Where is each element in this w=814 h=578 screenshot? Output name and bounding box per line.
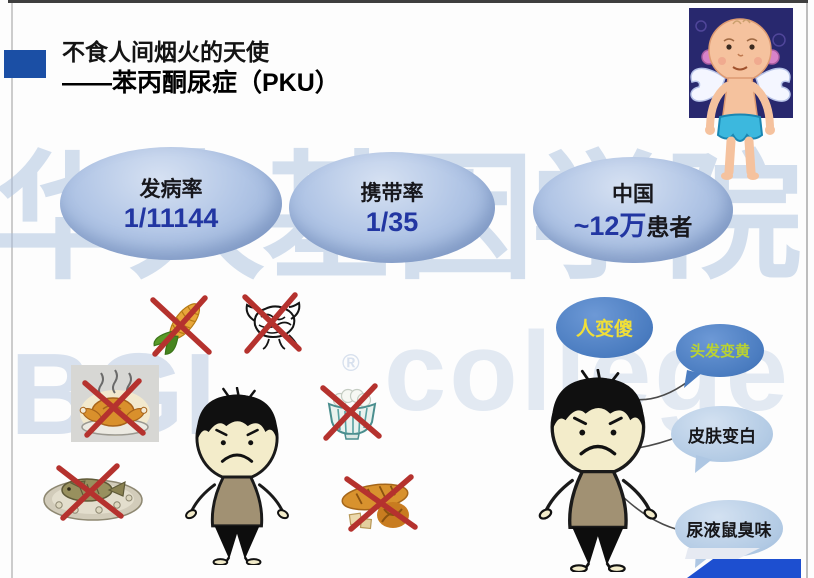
corner-logo-shape	[685, 548, 801, 578]
title-bullet-square	[4, 50, 46, 78]
symptom-bubble-hair: 头发变黄	[676, 324, 764, 388]
symptom-label: 皮肤变白	[688, 426, 756, 446]
stat-label: 中国	[612, 182, 654, 206]
crab-forbidden-icon	[242, 292, 302, 354]
left-border-line	[11, 3, 13, 578]
symptom-label: 尿液鼠臭味	[686, 521, 772, 540]
roast-chicken-forbidden-icon	[71, 365, 159, 442]
symptom-label: 头发变黄	[689, 343, 750, 360]
symptom-bubble-skin: 皮肤变白	[671, 406, 773, 473]
symptom-label: 人变傻	[575, 319, 633, 340]
corn-forbidden-icon	[150, 295, 212, 357]
sad-child-right-icon	[538, 369, 658, 572]
red-x-mark	[150, 295, 212, 357]
diaper	[716, 113, 764, 142]
red-x-mark	[242, 292, 302, 354]
symptom-bubble-urine: 尿液鼠臭味	[675, 500, 783, 568]
stat-value: 1/35	[365, 206, 419, 237]
stat-label: 携带率	[360, 181, 424, 205]
stat-value: 1/11144	[123, 202, 219, 233]
stat-incidence-rate: 发病率 1/11144	[60, 147, 282, 260]
stat-label: 发病率	[139, 177, 203, 201]
symptom-bubble-intelligence: 人变傻	[556, 297, 653, 358]
sad-child-left-icon	[185, 387, 289, 565]
stat-value: ~12万	[573, 210, 647, 241]
page-title: 不食人间烟火的天使	[62, 39, 269, 65]
stat-china-patients: 中国 ~12万 患者	[533, 157, 733, 263]
fish-dish-forbidden-icon	[43, 463, 143, 521]
red-x-mark	[320, 383, 382, 441]
bread-forbidden-icon	[341, 474, 418, 532]
red-x-mark	[56, 463, 124, 521]
red-x-mark	[344, 474, 418, 532]
stat-carrier-rate: 携带率 1/35	[289, 152, 495, 263]
page-subtitle: ——苯丙酮尿症（PKU）	[62, 69, 340, 97]
rice-bowl-forbidden-icon	[320, 383, 382, 441]
angel-head	[708, 18, 772, 82]
stat-value-suffix: 患者	[646, 213, 693, 240]
top-border-line	[8, 0, 808, 3]
right-border-line	[806, 3, 808, 578]
red-x-mark	[82, 378, 146, 438]
watermark-registered-mark: ®	[342, 350, 360, 377]
angel-baby-icon	[689, 8, 793, 180]
